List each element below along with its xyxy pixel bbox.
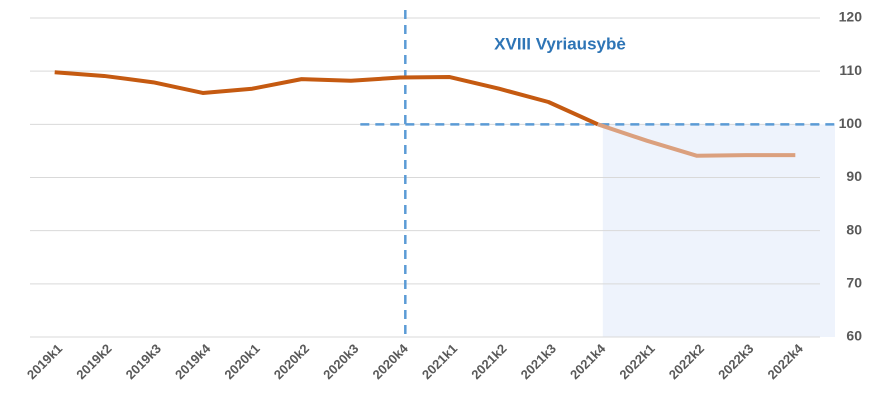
- y-tick-label: 90: [846, 168, 862, 184]
- x-tick-label: 2022k4: [765, 340, 807, 382]
- x-tick-label: 2020k3: [320, 341, 361, 382]
- y-tick-label: 120: [839, 9, 863, 25]
- x-tick-label: 2022k3: [715, 341, 756, 382]
- y-tick-label: 100: [839, 115, 863, 131]
- x-tick-label: 2022k1: [616, 341, 657, 382]
- y-tick-label: 60: [846, 328, 862, 344]
- x-tick-label: 2021k1: [419, 341, 460, 382]
- y-tick-label: 70: [846, 275, 862, 291]
- line-series: [597, 122, 796, 158]
- y-tick-label: 80: [846, 221, 862, 237]
- annotation: XVIII Vyriausybė: [494, 34, 626, 53]
- x-tick-label: 2022k2: [666, 341, 707, 382]
- x-tick-label: 2021k4: [567, 340, 609, 382]
- x-tick-label: 2021k3: [518, 341, 559, 382]
- x-tick-label: 2019k1: [24, 341, 65, 382]
- x-tick-label: 2019k2: [73, 341, 114, 382]
- x-tick-label: 2019k3: [123, 341, 164, 382]
- x-tick-label: 2020k2: [271, 341, 312, 382]
- x-tick-label: 2020k1: [221, 341, 262, 382]
- x-tick-label: 2021k2: [468, 341, 509, 382]
- x-tick-label: 2019k4: [172, 340, 214, 382]
- x-tick-label: 2020k4: [370, 340, 412, 382]
- line-series: [54, 70, 599, 127]
- y-tick-label: 110: [839, 62, 862, 78]
